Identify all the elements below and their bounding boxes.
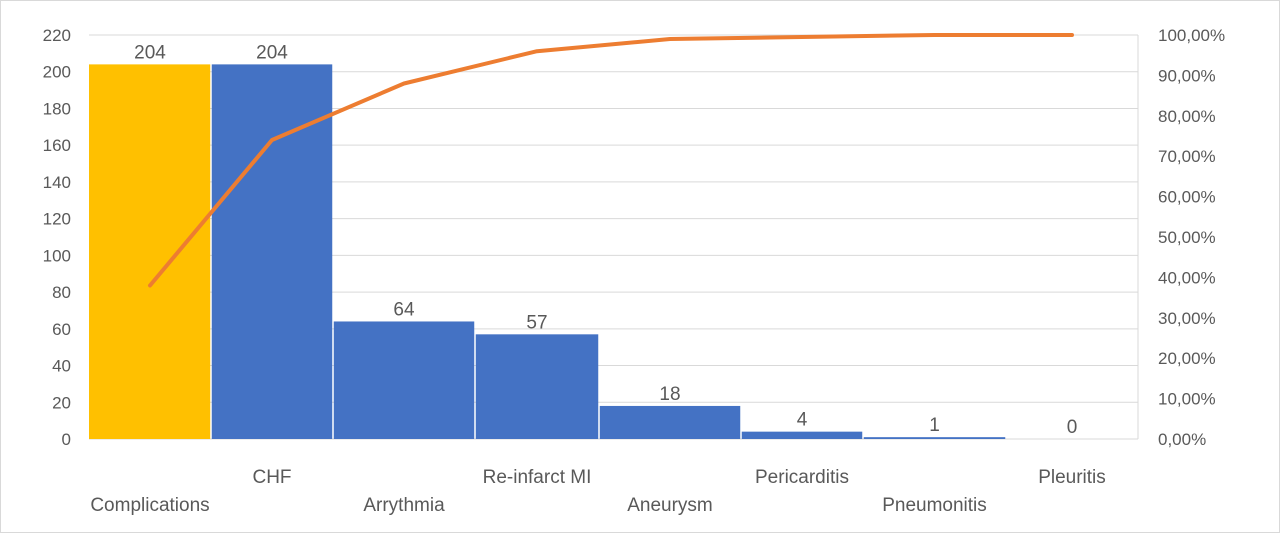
bar-value-label: 204 [134,42,166,63]
category-label: Pericarditis [755,467,849,488]
bar-value-label: 0 [1067,417,1078,438]
right-tick-label: 60,00% [1158,188,1216,207]
category-axis: Complications CHF Arrythmia Re-infarct MI An… [90,467,1105,516]
left-tick-label: 200 [43,63,71,82]
bar-value-label: 204 [256,42,288,63]
category-label: CHF [252,467,291,488]
bar-value-label: 64 [393,299,415,320]
right-tick-label: 70,00% [1158,147,1216,166]
bar-value-label: 57 [526,312,547,333]
left-tick-label: 0 [62,430,71,449]
right-tick-label: 50,00% [1158,228,1216,247]
left-tick-label: 100 [43,246,71,265]
left-tick-label: 120 [43,210,71,229]
category-label: Aneurysm [627,495,713,516]
right-axis: 0,00% 10,00% 20,00% 30,00% 40,00% 50,00% 60,00… [1158,26,1225,449]
right-tick-label: 40,00% [1158,268,1216,287]
category-label: Complications [90,495,209,516]
right-tick-label: 80,00% [1158,107,1216,126]
right-tick-label: 90,00% [1158,66,1216,85]
category-label: Arrythmia [363,495,445,516]
bar [334,321,475,439]
bar [600,406,741,439]
category-label: Pleuritis [1038,467,1106,488]
left-tick-label: 80 [52,283,71,302]
right-tick-label: 20,00% [1158,349,1216,368]
bar [476,334,599,439]
right-tick-label: 0,00% [1158,430,1206,449]
left-tick-label: 40 [52,357,71,376]
category-label: Pneumonitis [882,495,987,516]
left-tick-label: 220 [43,26,71,45]
bar [742,432,863,439]
left-axis: 0 20 40 60 80 100 120 140 160 180 200 220 [43,26,71,449]
bar-value-label: 4 [797,410,808,431]
left-tick-label: 180 [43,99,71,118]
category-label: Re-infarct MI [483,467,592,488]
right-tick-label: 100,00% [1158,26,1225,45]
left-tick-label: 160 [43,136,71,155]
bar [89,64,210,439]
left-tick-label: 60 [52,320,71,339]
left-tick-label: 140 [43,173,71,192]
bar-value-label: 18 [659,384,680,405]
right-tick-label: 30,00% [1158,309,1216,328]
right-tick-label: 10,00% [1158,390,1216,409]
bars [89,64,1005,439]
bar [864,437,1006,439]
left-tick-label: 20 [52,393,71,412]
bar-value-label: 1 [929,415,940,436]
